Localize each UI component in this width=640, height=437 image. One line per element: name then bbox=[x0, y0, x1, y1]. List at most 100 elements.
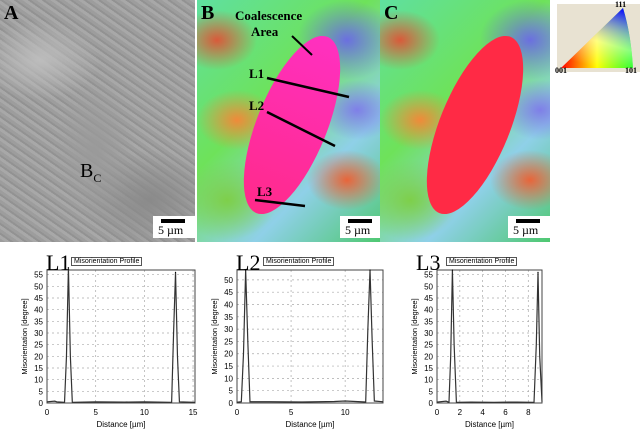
y-axis-label: Misorientation [degree] bbox=[210, 298, 219, 374]
y-tick-label: 50 bbox=[424, 282, 433, 291]
coalesced-grain-red bbox=[406, 23, 544, 227]
line-label-l2: L2 bbox=[249, 98, 265, 113]
y-tick-label: 45 bbox=[34, 294, 43, 303]
chart-title: L2 bbox=[236, 250, 261, 275]
plot-frame bbox=[236, 269, 384, 404]
y-tick-label: 15 bbox=[224, 362, 233, 371]
legend-111: 111 bbox=[615, 0, 627, 9]
scale-bar-c: 5 µm bbox=[508, 216, 550, 238]
line-label-l1: L1 bbox=[249, 66, 265, 81]
x-axis-label: Distance [µm] bbox=[96, 420, 145, 429]
scale-label: 5 µm bbox=[158, 223, 184, 237]
x-tick-label: 10 bbox=[140, 408, 149, 417]
y-tick-label: 40 bbox=[34, 306, 43, 315]
scale-bar-b: 5 µm bbox=[340, 216, 382, 238]
x-axis-label: Distance [µm] bbox=[465, 420, 514, 429]
area-label: Area bbox=[251, 24, 279, 39]
y-tick-label: 25 bbox=[34, 341, 43, 350]
x-tick-label: 0 bbox=[235, 408, 240, 417]
x-tick-label: 5 bbox=[93, 408, 98, 417]
y-tick-label: 50 bbox=[224, 276, 233, 285]
panel-label-a: A bbox=[4, 2, 19, 24]
chart-title: L1 bbox=[46, 250, 71, 275]
panel-label-c: C bbox=[384, 2, 399, 24]
x-tick-label: 15 bbox=[189, 408, 198, 417]
y-tick-label: 15 bbox=[34, 364, 43, 373]
y-tick-label: 30 bbox=[34, 329, 43, 338]
y-tick-label: 30 bbox=[224, 325, 233, 334]
ipf-triangle bbox=[561, 8, 633, 68]
plot-svg: 0 5 10 15 20 25 30 35 40 45 50 55 0 2 4 6 8 Distance [µm]… bbox=[410, 269, 543, 429]
y-tick-label: 5 bbox=[229, 387, 234, 396]
chart-box-title: Misorientation Profile bbox=[446, 257, 518, 266]
y-tick-label: 0 bbox=[39, 399, 44, 408]
grain-annotation: BC bbox=[80, 160, 101, 186]
y-tick-label: 20 bbox=[224, 350, 233, 359]
plot-svg: 0 5 10 15 20 25 30 35 40 45 50 55 0 5 10 15 Distance [µm… bbox=[20, 267, 198, 429]
y-tick-label: 0 bbox=[429, 399, 434, 408]
plot-frame bbox=[436, 269, 543, 404]
y-tick-label: 35 bbox=[224, 313, 233, 322]
annotation-text: B bbox=[80, 160, 94, 182]
chart-box-title: Misorientation Profile bbox=[263, 257, 335, 266]
peak-point bbox=[451, 269, 454, 271]
y-tick-label: 35 bbox=[424, 317, 433, 326]
x-tick-label: 0 bbox=[435, 408, 440, 417]
misorientation-series bbox=[236, 269, 384, 403]
scale-label: 5 µm bbox=[345, 223, 371, 237]
y-tick-label: 10 bbox=[34, 376, 43, 385]
y-axis-label: Misorientation [degree] bbox=[20, 298, 29, 374]
legend-101: 101 bbox=[625, 66, 637, 75]
panel-label-b: B bbox=[201, 2, 215, 24]
scale-label: 5 µm bbox=[513, 223, 539, 237]
y-tick-label: 10 bbox=[224, 374, 233, 383]
y-tick-label: 0 bbox=[229, 399, 234, 408]
y-axis-label: Misorientation [degree] bbox=[410, 298, 419, 374]
ebsd-map-c: C 5 µm bbox=[380, 0, 550, 242]
legend-001: 001 bbox=[555, 66, 567, 75]
coalescence-label: Coalescence bbox=[235, 8, 303, 23]
annotation-subscript: C bbox=[93, 171, 102, 185]
peak-point bbox=[537, 271, 539, 273]
chart-l3: L3 Misorientation Profile 0 5 10 15 20 25 30 35… bbox=[390, 250, 605, 432]
peak-point bbox=[67, 267, 70, 269]
y-tick-label: 35 bbox=[34, 317, 43, 326]
x-tick-label: 6 bbox=[503, 408, 508, 417]
x-tick-label: 8 bbox=[526, 408, 531, 417]
y-tick-label: 25 bbox=[424, 341, 433, 350]
y-tick-label: 5 bbox=[39, 387, 44, 396]
chart-l2: L2 Misorientation Profile 0 5 10 15 20 25 30 35… bbox=[210, 250, 425, 432]
peak-point bbox=[174, 271, 177, 273]
misorientation-series bbox=[46, 267, 196, 403]
y-tick-label: 15 bbox=[424, 364, 433, 373]
x-tick-label: 0 bbox=[45, 408, 50, 417]
y-tick-label: 55 bbox=[424, 271, 433, 280]
x-tick-label: 10 bbox=[341, 408, 350, 417]
y-tick-label: 45 bbox=[424, 294, 433, 303]
misorientation-series bbox=[436, 269, 543, 404]
scale-bar-a: 5 µm bbox=[153, 216, 195, 238]
x-axis-label: Distance [µm] bbox=[285, 420, 334, 429]
sem-image-a: A BC 5 µm bbox=[0, 0, 195, 242]
y-tick-label: 20 bbox=[34, 352, 43, 361]
y-tick-label: 40 bbox=[224, 300, 233, 309]
y-tick-label: 30 bbox=[424, 329, 433, 338]
profile-lines bbox=[254, 35, 350, 208]
y-tick-label: 25 bbox=[224, 337, 233, 346]
y-tick-label: 20 bbox=[424, 352, 433, 361]
plot-svg: 0 5 10 15 20 25 30 35 40 45 50 0 5 10 Distance [µm] Mis… bbox=[210, 269, 384, 429]
plot-frame bbox=[46, 269, 196, 404]
peak-point bbox=[245, 269, 247, 271]
y-tick-label: 10 bbox=[424, 376, 433, 385]
y-tick-label: 45 bbox=[224, 288, 233, 297]
x-tick-label: 2 bbox=[458, 408, 463, 417]
y-tick-label: 50 bbox=[34, 282, 43, 291]
ipf-color-legend: 111 001 101 bbox=[555, 0, 640, 75]
y-tick-label: 40 bbox=[424, 306, 433, 315]
chart-title: L3 bbox=[416, 250, 441, 275]
line-label-l3: L3 bbox=[257, 184, 273, 199]
peak-point bbox=[369, 269, 371, 271]
chart-l1: L1 Misorientation Profile 0 5 10 15 20 25 30 35… bbox=[0, 250, 215, 432]
y-tick-label: 55 bbox=[34, 271, 43, 280]
x-tick-label: 4 bbox=[480, 408, 485, 417]
